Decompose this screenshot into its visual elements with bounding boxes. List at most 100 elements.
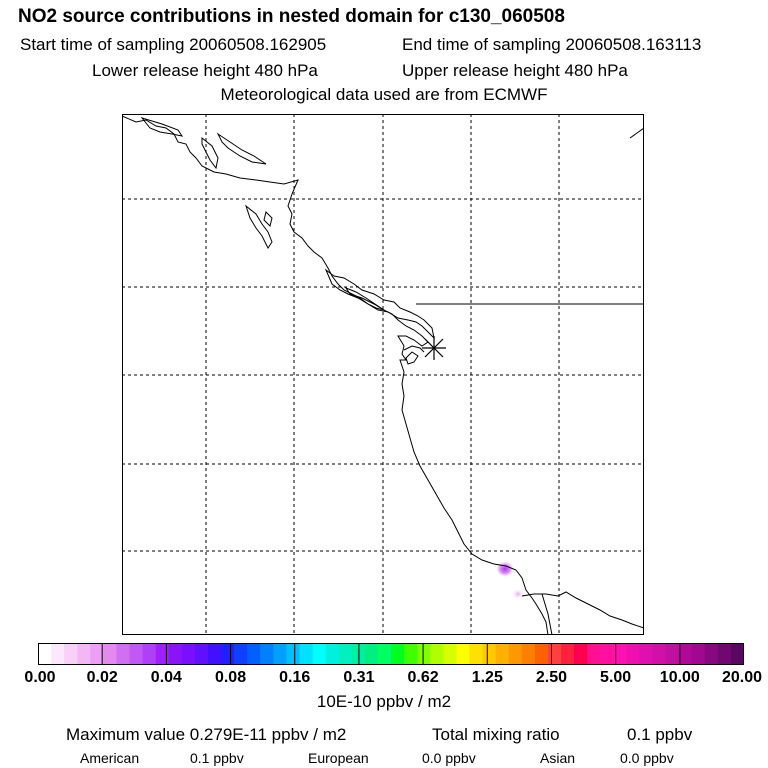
colorbar-cell	[469, 643, 484, 665]
total-mixing-value: 0.1 ppbv	[627, 725, 693, 744]
colorbar-cell	[234, 643, 248, 665]
colorbar-tick-label: 20.00	[721, 669, 763, 686]
end-time-label: End time of sampling 20060508.163113	[402, 35, 702, 54]
colorbar-cell	[560, 643, 575, 665]
colorbar-cell	[678, 643, 693, 665]
colorbar-cell	[691, 643, 706, 665]
colorbar-cell	[600, 643, 614, 665]
asian-label: Asian	[540, 750, 576, 766]
colorbar-cell	[534, 643, 549, 665]
colorbar-cell	[38, 643, 52, 665]
colorbar-cell	[613, 643, 627, 665]
met-data-label: Meteorological data used are from ECMWF	[220, 85, 548, 104]
american-label: American	[80, 750, 140, 766]
colorbar-cell	[286, 643, 301, 665]
plume-spot-secondary	[512, 589, 524, 599]
colorbar-cell	[443, 643, 457, 665]
colorbar-cell	[626, 643, 640, 665]
colorbar-cell	[247, 643, 261, 665]
colorbar-cell	[181, 643, 196, 665]
island-d	[263, 211, 273, 227]
map-plot	[122, 114, 644, 635]
start-time-label: Start time of sampling 20060508.162905	[20, 35, 327, 54]
upper-release-label: Upper release height 480 hPa	[402, 61, 628, 80]
colorbar-tick-label: 0.62	[407, 669, 439, 686]
total-mixing-label: Total mixing ratio	[432, 725, 560, 744]
american-value: 0.1 ppbv	[190, 750, 244, 766]
colorbar-cell	[482, 643, 497, 665]
colorbar-cell	[364, 643, 379, 665]
release-marker	[422, 336, 446, 360]
colorbar-cell	[273, 643, 287, 665]
colorbar-tick-label: 0.00	[24, 669, 56, 686]
colorbar-cell	[456, 643, 471, 665]
colorbar-cell	[312, 643, 327, 665]
colorbar-cell	[377, 643, 392, 665]
coastline-south	[521, 591, 644, 629]
colorbar-frame	[38, 643, 744, 665]
colorbar-tick-label: 2.50	[535, 669, 568, 686]
colorbar-cell	[260, 643, 274, 665]
colorbar-cell	[103, 643, 118, 665]
colorbar-cell	[704, 643, 719, 665]
colorbar-cell	[547, 643, 562, 665]
colorbar-cell	[207, 643, 222, 665]
island-a	[201, 136, 219, 170]
colorbar-cell	[665, 643, 680, 665]
coast-far-west	[140, 117, 184, 137]
colorbar-cell	[194, 643, 209, 665]
colorbar-cell	[430, 643, 444, 665]
european-label: European	[308, 750, 369, 766]
colorbar-cell	[417, 643, 431, 665]
colorbar-cell	[77, 643, 91, 665]
colorbar-cell	[64, 643, 78, 665]
colorbar-cell	[652, 643, 667, 665]
colorbar-tick-label: 0.31	[343, 669, 375, 686]
colorbar-cell	[495, 643, 510, 665]
colorbar-units: 10E-10 ppbv / m2	[316, 692, 452, 711]
colorbar-tick-label: 0.02	[86, 669, 118, 686]
plume-spot-main	[496, 561, 514, 577]
colorbar-cell	[639, 643, 654, 665]
colorbar-tick-label: 5.00	[600, 669, 632, 686]
asian-value: 0.0 ppbv	[620, 750, 674, 766]
colorbar-tick-label: 0.08	[214, 669, 247, 686]
colorbar-cell	[90, 643, 104, 665]
borders	[416, 127, 644, 635]
colorbar-cell	[142, 643, 157, 665]
max-value-label: Maximum value 0.279E-11 ppbv / m2	[66, 725, 347, 744]
colorbar-tick-label: 1.25	[471, 669, 503, 686]
colorbar-cell	[730, 643, 744, 665]
chart-title: NO2 source contributions in nested domai…	[18, 6, 565, 27]
peninsula-a	[405, 351, 419, 365]
colorbar-cell	[391, 643, 405, 665]
colorbar-cell	[717, 643, 732, 665]
colorbar-tick-label: 0.04	[150, 669, 182, 686]
colorbar-tick-label: 10.00	[659, 669, 700, 686]
european-value: 0.0 ppbv	[422, 750, 476, 766]
coastline-main	[122, 115, 549, 635]
colorbar-cell	[508, 643, 523, 665]
grid-lines	[122, 114, 644, 635]
island-c	[244, 204, 273, 249]
estuary	[403, 345, 425, 353]
colorbar-cell	[129, 643, 144, 665]
colorbar-cell	[574, 643, 588, 665]
lower-release-label: Lower release height 480 hPa	[92, 61, 318, 80]
colorbar	[38, 643, 744, 665]
colorbar-cell	[325, 643, 340, 665]
island-b	[216, 132, 267, 165]
colorbar-cell	[51, 643, 65, 665]
colorbar-cell	[168, 643, 183, 665]
colorbar-cell	[221, 643, 235, 665]
colorbar-cell	[587, 643, 601, 665]
colorbar-cell	[338, 643, 353, 665]
colorbar-cell	[116, 643, 131, 665]
coastline-inlet	[344, 286, 385, 311]
colorbar-cell	[299, 643, 314, 665]
border-corner	[629, 127, 644, 139]
colorbar-tick-label: 0.16	[279, 669, 311, 686]
colorbar-cell	[404, 643, 418, 665]
colorbar-cell	[521, 643, 536, 665]
border-mexico	[541, 593, 553, 635]
